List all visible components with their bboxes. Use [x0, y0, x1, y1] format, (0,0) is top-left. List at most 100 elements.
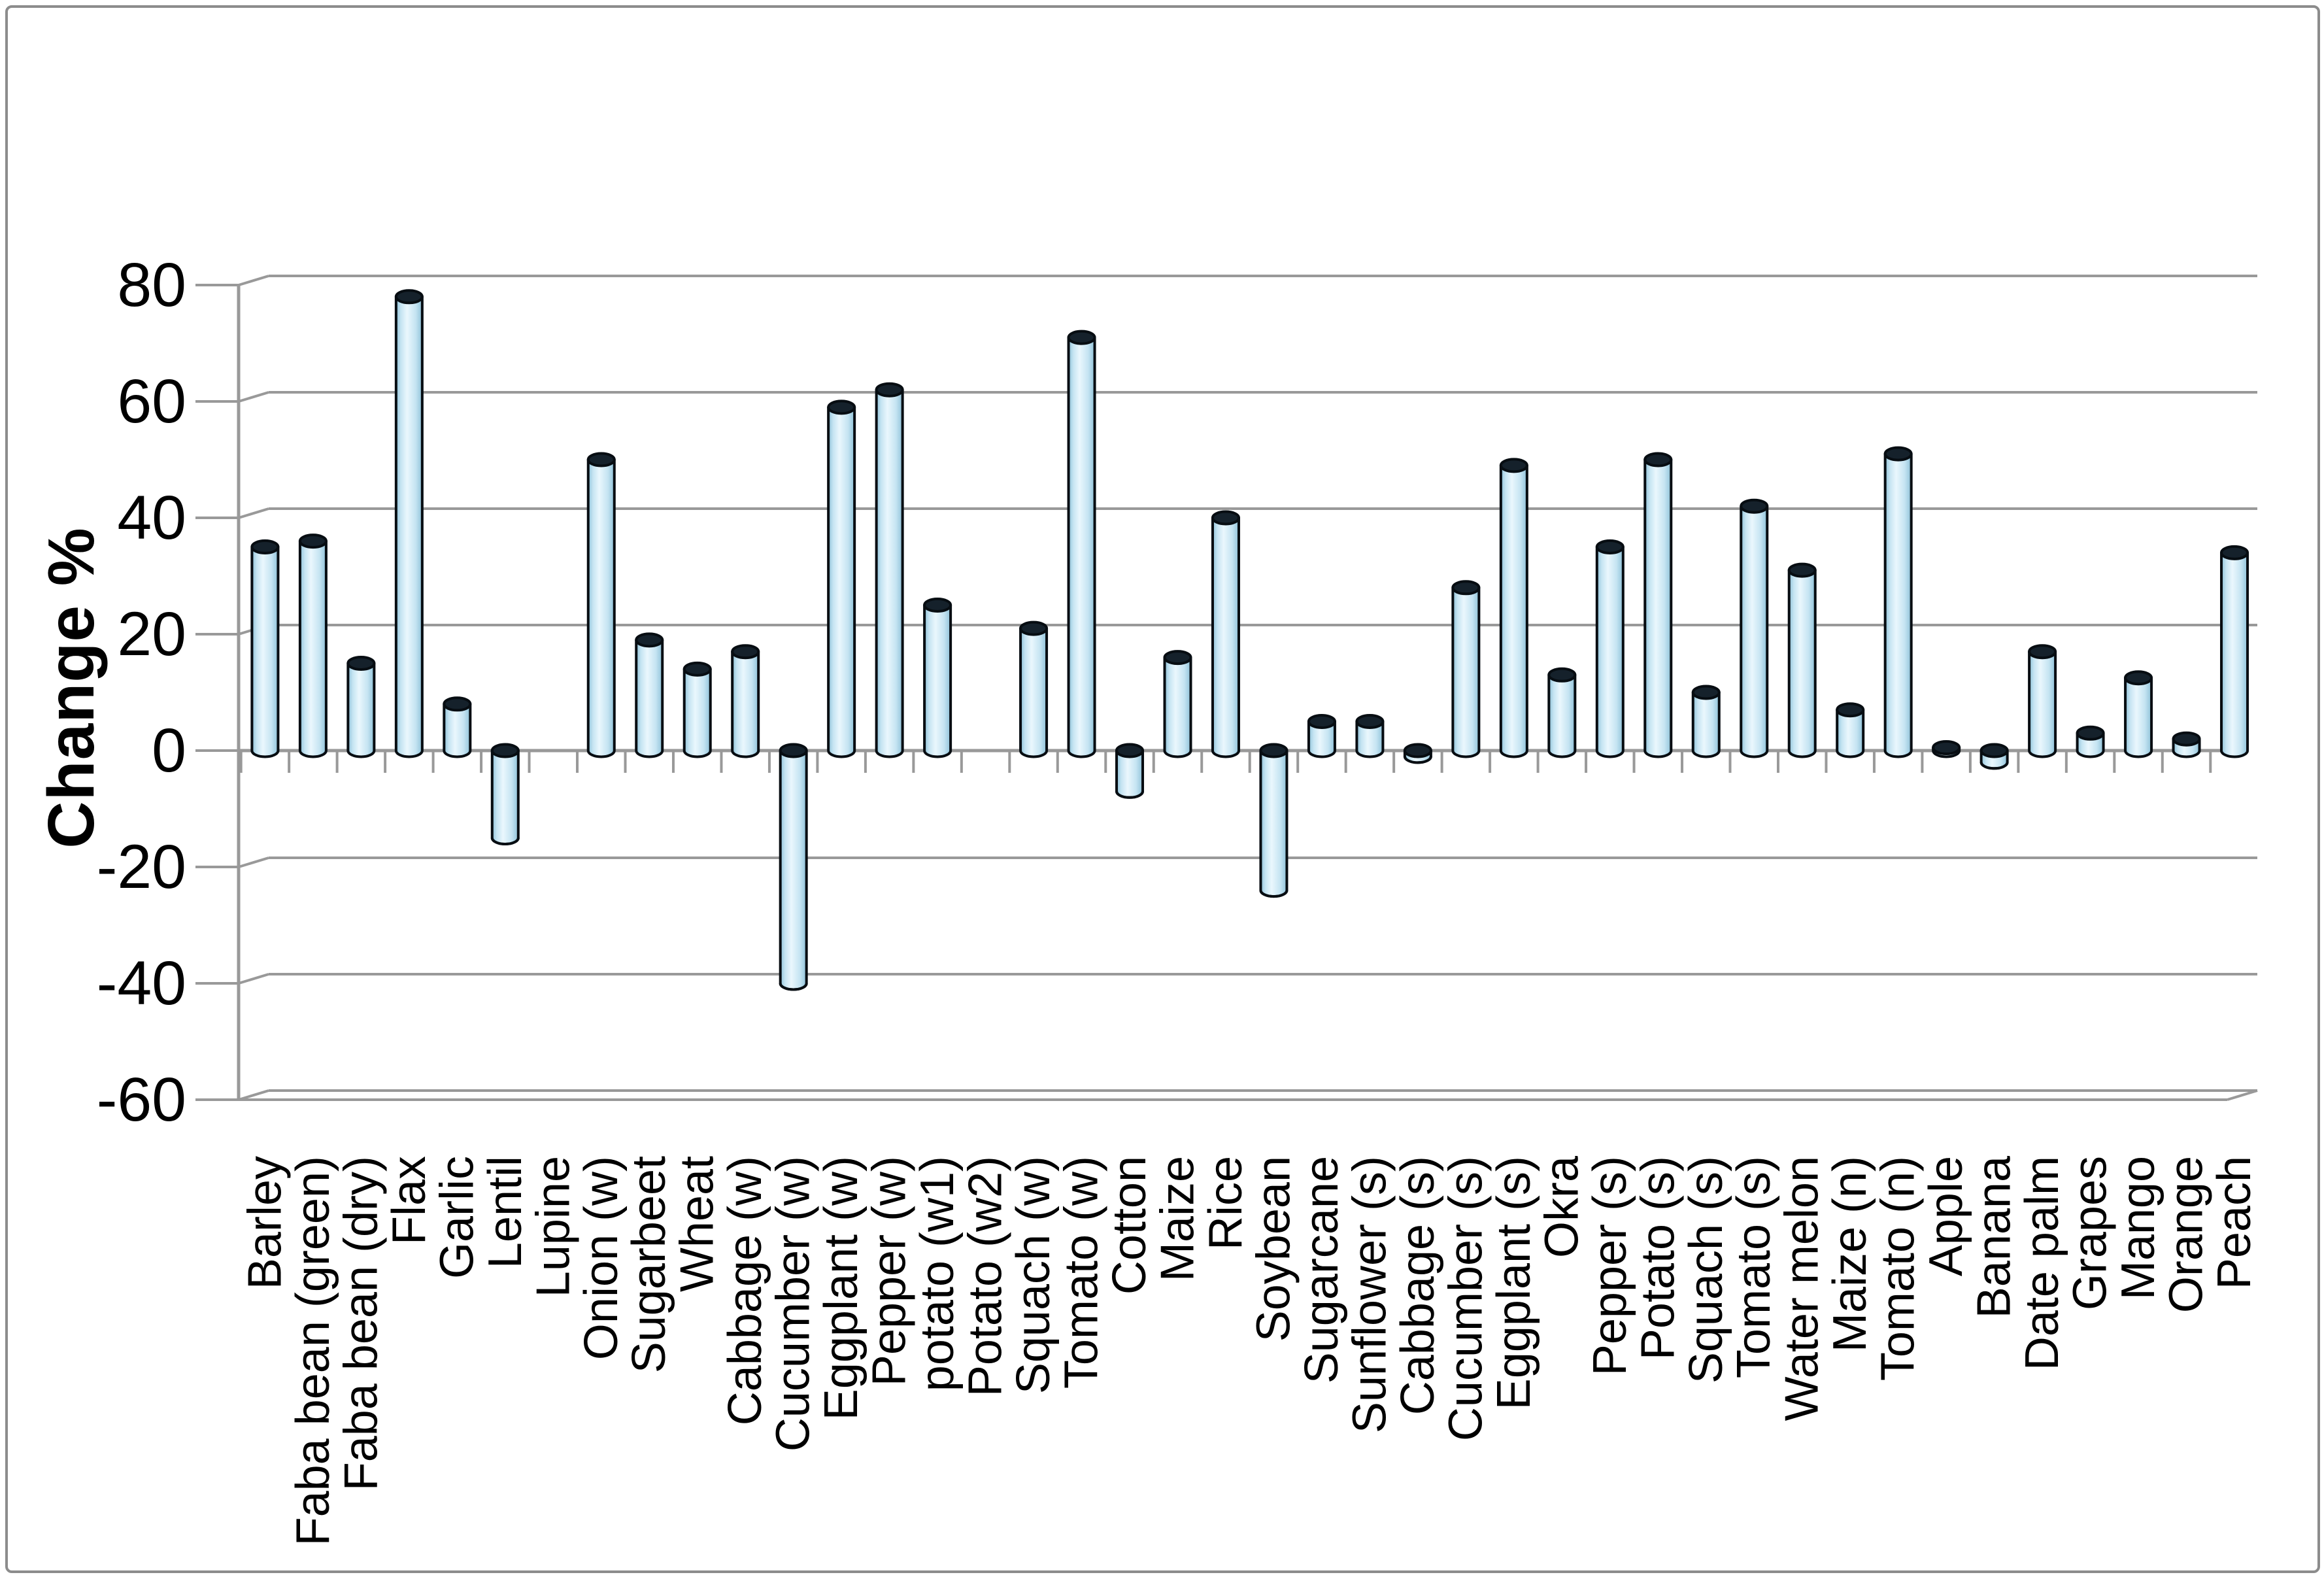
gridline-jog--60 — [238, 1089, 269, 1101]
bar-sunflower-s-body — [1355, 720, 1385, 758]
bar-cucumber-w-cap — [779, 743, 808, 758]
gridline-jog--40 — [238, 973, 269, 985]
bar-onion-w-cap — [586, 452, 616, 467]
bar-mango-cap — [2124, 670, 2153, 686]
bar-potato-s-cap — [1643, 452, 1673, 467]
bar-banana-bottom-cap — [1979, 762, 2009, 770]
bar-potato-w1-cap — [923, 598, 952, 613]
gridline-jog--20 — [238, 856, 269, 868]
bar-garlic-body — [443, 702, 472, 758]
bar-water-melon-cap — [1787, 562, 1817, 578]
bar-sugarbeet-cap — [635, 632, 664, 648]
bar-maize-body — [1163, 656, 1192, 758]
bar-sunflower-s-cap — [1355, 714, 1385, 729]
x-label-tomato-n: Tomato (n) — [1872, 1156, 1925, 1381]
y-tick-label-40: 40 — [117, 483, 186, 552]
bar-eggplant-s-body — [1499, 464, 1528, 758]
bar-soybean-body — [1259, 749, 1288, 898]
bar-orange-cap — [2172, 731, 2201, 747]
bar-peach-cap — [2220, 545, 2249, 560]
bar-rice-body — [1211, 517, 1240, 758]
bar-wheat-body — [682, 668, 712, 758]
bar-cabbage-w-body — [731, 650, 760, 758]
bar-okra-body — [1547, 673, 1577, 758]
bar-squach-s-cap — [1691, 685, 1721, 700]
bar-tomato-w-cap — [1067, 330, 1096, 345]
bar-maize-cap — [1163, 650, 1192, 666]
x-label-apple: Apple — [1920, 1156, 1972, 1276]
x-label-sugarbeet: Sugarbeet — [623, 1156, 675, 1373]
bar-okra-cap — [1547, 667, 1577, 683]
chart-frame: 80 60 40 20 0 -20 -40 -60 Barley Faba bean (green… — [5, 5, 2320, 1573]
bar-barley-cap — [250, 539, 280, 554]
x-label-flax: Flax — [383, 1156, 435, 1245]
x-label-eggplant-s: Eggplant (s) — [1488, 1156, 1540, 1410]
x-label-lentil: Lentil — [479, 1156, 531, 1268]
floor-right-jog — [2227, 1089, 2258, 1101]
bar-faba-bean-green-body — [298, 539, 328, 758]
bar-pepper-s-body — [1595, 545, 1625, 758]
x-label-orange: Orange — [2161, 1156, 2213, 1313]
bar-sugarbeet-body — [635, 638, 664, 758]
bar-onion-w-body — [586, 458, 616, 758]
bar-squach-w-body — [1019, 627, 1049, 758]
bar-cotton-cap — [1115, 743, 1145, 758]
x-label-date-palm: Date palm — [2016, 1156, 2068, 1370]
bar-potato-w1-body — [923, 603, 952, 758]
x-label-cucumber-s: Cucumber (s) — [1440, 1156, 1492, 1441]
x-label-banana: Banana — [1968, 1155, 2021, 1318]
bar-squach-s-body — [1691, 691, 1721, 758]
y-tick-label-60: 60 — [117, 367, 186, 436]
bar-cabbage-w-cap — [731, 644, 760, 660]
bar-banana-cap — [1979, 743, 2009, 758]
x-label-tomato-w: Tomato (w) — [1056, 1156, 1108, 1389]
x-label-onion-w: Onion (w) — [575, 1156, 628, 1360]
bar-sugarcane-body — [1307, 720, 1336, 758]
x-label-okra: Okra — [1536, 1155, 1588, 1258]
x-label-faba-bean-green: Faba bean (green) — [287, 1156, 339, 1546]
bar-cucumber-s-cap — [1451, 580, 1481, 596]
x-label-cabbage-w: Cabbage (w) — [719, 1156, 771, 1425]
y-tick-label-0: 0 — [152, 716, 186, 785]
bar-apple-cap — [1932, 740, 1961, 756]
x-label-water-melon: Water melon — [1776, 1156, 1828, 1421]
x-label-grapes: Grapes — [2064, 1156, 2117, 1310]
bar-potato-s-body — [1643, 458, 1673, 758]
bar-tomato-w-body — [1067, 336, 1096, 758]
x-label-barley: Barley — [239, 1156, 291, 1289]
bar-maize-n-cap — [1836, 702, 1865, 718]
bar-tomato-n-cap — [1883, 446, 1913, 462]
bar-pepper-w-body — [875, 388, 904, 758]
x-label-sugarcane: Sugarcane — [1296, 1156, 1348, 1383]
x-label-lupine: Lupine — [527, 1156, 579, 1297]
y-tick-label--40: -40 — [97, 949, 186, 1018]
y-axis-title: Change % — [35, 527, 108, 849]
bar-faba-bean-dry-body — [346, 662, 376, 758]
bar-date-palm-body — [2028, 650, 2057, 758]
x-label-potato-w1: potato (w1) — [911, 1156, 964, 1391]
x-label-cucumber-w: Cucumber (w) — [767, 1156, 820, 1451]
bar-peach-body — [2220, 551, 2249, 758]
x-label-cotton: Cotton — [1103, 1156, 1156, 1295]
x-label-wheat: Wheat — [671, 1156, 724, 1292]
bar-pepper-w-cap — [875, 382, 904, 398]
bar-tomato-s-cap — [1740, 498, 1769, 514]
x-label-pepper-s: Pepper (s) — [1584, 1156, 1636, 1376]
bar-lentil-body — [490, 749, 520, 845]
bar-rice-cap — [1211, 510, 1240, 526]
bar-pepper-s-cap — [1595, 539, 1625, 554]
gridline-jog-80 — [238, 275, 269, 286]
bar-cucumber-w-body — [779, 749, 808, 991]
bar-sugarcane-cap — [1307, 714, 1336, 729]
x-label-potato-s: Potato (s) — [1632, 1156, 1684, 1360]
bar-flax-body — [394, 295, 424, 758]
x-label-squach-s: Squach (s) — [1680, 1156, 1732, 1383]
bar-cucumber-w-bottom-cap — [779, 983, 808, 991]
bar-eggplant-w-body — [827, 405, 856, 758]
x-label-pepper-w: Pepper (w) — [864, 1156, 916, 1386]
bar-squach-w-cap — [1019, 620, 1049, 636]
y-tick-label-20: 20 — [117, 600, 186, 669]
bar-tomato-n-body — [1883, 452, 1913, 758]
x-label-potato-w2: Potato (w2) — [960, 1156, 1012, 1397]
